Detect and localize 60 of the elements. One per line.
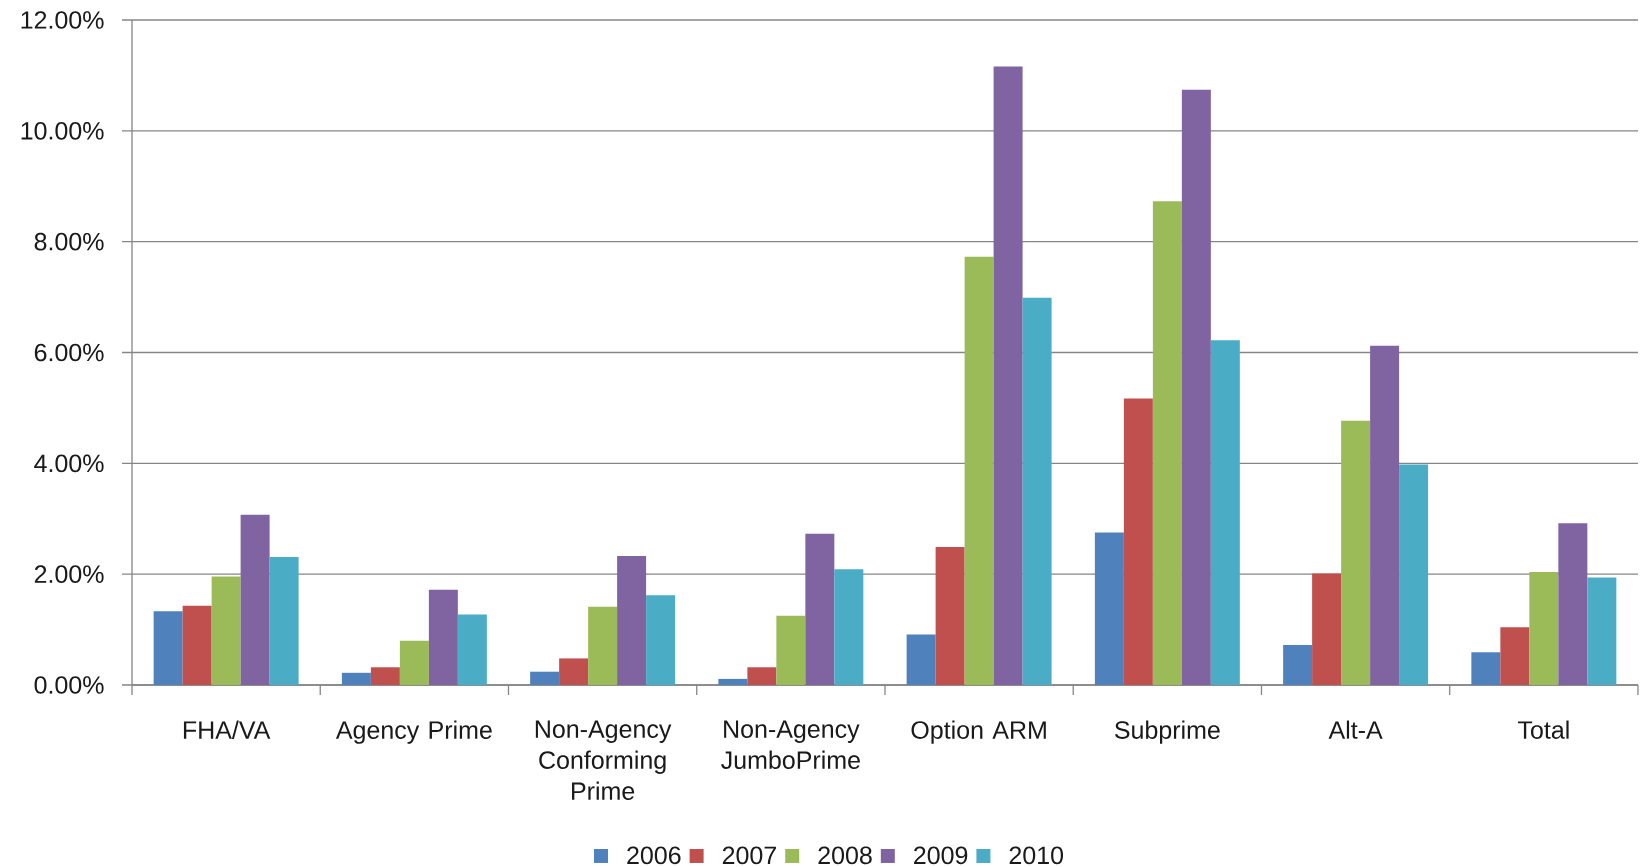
bar — [1500, 627, 1530, 685]
bar — [805, 533, 835, 685]
y-tick-label: 2.00% — [34, 565, 104, 584]
x-tick-label: Alt-A — [1328, 720, 1383, 739]
bar — [153, 611, 183, 685]
bar — [1094, 532, 1124, 685]
bar — [935, 547, 965, 685]
bar — [1558, 523, 1588, 685]
bar — [718, 678, 748, 685]
bar — [559, 658, 589, 685]
bar — [588, 606, 618, 685]
bar — [1529, 571, 1559, 685]
bar — [457, 614, 487, 685]
bar — [428, 589, 458, 685]
bar — [617, 555, 647, 685]
x-tick-label: Subprime — [1115, 720, 1220, 744]
legend-label: 2008 — [818, 846, 872, 865]
bar — [240, 514, 270, 685]
bar — [1341, 420, 1371, 685]
bar — [993, 66, 1023, 685]
bar — [530, 671, 560, 685]
bar — [1471, 652, 1501, 685]
bar — [1210, 340, 1240, 685]
bar — [211, 576, 241, 685]
x-tick-label: Agency Prime — [335, 720, 492, 744]
bar — [1022, 297, 1052, 685]
bar — [1283, 645, 1313, 685]
legend-label: 2009 — [914, 846, 968, 865]
y-tick-label: 4.00% — [34, 454, 104, 473]
bar — [269, 556, 299, 685]
bar — [1399, 464, 1429, 685]
legend-label: 2010 — [1009, 846, 1064, 865]
bar — [1152, 201, 1182, 685]
bar — [1587, 577, 1617, 685]
y-tick-label: 12.00% — [21, 11, 104, 29]
bar — [776, 615, 806, 685]
y-tick-label: 8.00% — [34, 232, 104, 251]
bar — [646, 595, 676, 685]
legend-label: 2006 — [627, 846, 681, 865]
bar — [906, 634, 936, 685]
bar — [747, 667, 777, 685]
y-tick-label: 0.00% — [34, 676, 104, 694]
bar — [341, 672, 371, 685]
x-tick-label: Option ARM — [911, 720, 1046, 744]
x-tick-label: Total — [1518, 720, 1569, 739]
bar — [182, 605, 212, 685]
y-tick-label: 6.00% — [34, 343, 104, 362]
bar — [1123, 398, 1153, 685]
bar — [1370, 345, 1400, 685]
legend-label: 2007 — [722, 846, 776, 865]
x-tick-label: Non-Agency JumboPrime — [721, 720, 860, 769]
bar — [370, 667, 400, 685]
bar — [834, 569, 864, 685]
y-tick-label: 10.00% — [21, 121, 104, 140]
x-tick-label: FHA/VA — [183, 720, 271, 739]
bar — [1312, 573, 1342, 685]
bar — [399, 640, 429, 685]
bar — [1181, 89, 1211, 685]
x-tick-label: Non-Agency Conforming Prime — [535, 720, 672, 800]
bar — [964, 256, 994, 685]
